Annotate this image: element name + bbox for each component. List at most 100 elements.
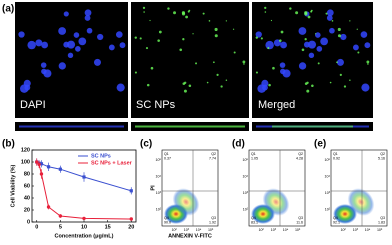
np-signal bbox=[349, 20, 351, 22]
nucleus bbox=[108, 44, 115, 51]
nucleus bbox=[265, 40, 274, 50]
data-point bbox=[46, 205, 51, 209]
quadrant-value: 90.0 bbox=[164, 220, 171, 224]
x-tick-label: 5 bbox=[59, 224, 62, 230]
np-signal bbox=[268, 83, 271, 87]
np-signal bbox=[331, 20, 334, 22]
y-tick-label: 10² bbox=[243, 207, 249, 211]
y-axis-label: PI bbox=[150, 185, 156, 191]
np-signal bbox=[306, 89, 310, 93]
np-signal bbox=[264, 11, 267, 13]
x-tick-label: 10⁵ bbox=[377, 228, 383, 232]
nucleus bbox=[280, 41, 287, 49]
y-tick-label: 10⁵ bbox=[325, 158, 331, 162]
x-tick-label: 10² bbox=[172, 228, 178, 232]
np-signal bbox=[202, 12, 205, 15]
nucleus bbox=[73, 32, 80, 38]
series-line bbox=[36, 161, 132, 220]
nucleus bbox=[315, 32, 321, 38]
x-tick-label: 15 bbox=[105, 224, 111, 230]
y-tick-label: 10⁴ bbox=[324, 174, 330, 178]
nucleus bbox=[273, 39, 281, 47]
caption: Merged bbox=[258, 99, 295, 111]
np-signal bbox=[260, 37, 263, 40]
data-point bbox=[58, 167, 62, 171]
x-tick-label: 10⁵ bbox=[295, 228, 301, 232]
quadrant-value: 92.1 bbox=[333, 220, 340, 224]
quadrant-value: 0.37 bbox=[164, 156, 171, 160]
panel-label: (b) bbox=[2, 139, 15, 150]
np-signal bbox=[145, 47, 149, 50]
density-cloud bbox=[262, 188, 290, 216]
y-tick-label: 60 bbox=[24, 183, 30, 189]
np-signal bbox=[182, 38, 185, 41]
nucleus bbox=[35, 39, 43, 47]
np-signal bbox=[214, 27, 218, 32]
np-signal bbox=[307, 15, 311, 19]
quadrant-value: 0.92 bbox=[333, 156, 340, 160]
nucleus bbox=[63, 11, 69, 17]
quadrant-value: 1.83 bbox=[378, 220, 385, 224]
np-signal bbox=[158, 30, 162, 34]
quadrant-name: Q1 bbox=[333, 152, 338, 156]
quadrant-value: 5.16 bbox=[378, 156, 385, 160]
data-point bbox=[58, 214, 63, 218]
y-tick-label: 10⁵ bbox=[243, 158, 249, 162]
np-signal bbox=[311, 84, 314, 88]
nucleus bbox=[303, 41, 310, 48]
np-signal bbox=[315, 33, 317, 35]
np-signal bbox=[242, 60, 246, 64]
np-signal bbox=[289, 7, 292, 10]
y-tick-label: 10⁵ bbox=[156, 158, 162, 162]
micrograph bbox=[131, 2, 249, 118]
x-tick-label: 10³ bbox=[353, 228, 359, 232]
nucleus bbox=[316, 46, 323, 52]
nucleus bbox=[360, 31, 368, 38]
quadrant-value: 1.05 bbox=[251, 156, 258, 160]
np-signal bbox=[267, 47, 270, 50]
panel-label: (a) bbox=[2, 4, 14, 15]
x-tick-label: 20 bbox=[128, 224, 134, 230]
np-signal bbox=[134, 36, 137, 39]
np-signal bbox=[295, 11, 299, 15]
y-tick-label: 10⁴ bbox=[155, 174, 161, 178]
np-signal bbox=[208, 20, 211, 22]
data-point bbox=[129, 189, 133, 193]
panel-label: (d) bbox=[232, 139, 245, 150]
np-signal bbox=[304, 38, 307, 41]
nucleus bbox=[67, 40, 76, 49]
x-tick-label: 10³ bbox=[184, 228, 190, 232]
x-tick-label: 10² bbox=[259, 228, 265, 232]
x-tick-label: 10³ bbox=[271, 228, 277, 232]
density-cloud bbox=[347, 188, 375, 216]
nucleus bbox=[308, 52, 315, 59]
quadrant-name: Q2 bbox=[298, 152, 303, 156]
np-signal bbox=[146, 83, 150, 87]
data-point bbox=[39, 162, 44, 166]
y-tick-label: 10³ bbox=[325, 191, 331, 195]
quadrant-name: Q4 bbox=[251, 216, 256, 220]
np-signal bbox=[270, 19, 273, 22]
nucleus bbox=[75, 46, 81, 52]
micrograph bbox=[252, 2, 373, 118]
quadrant-name: Q2 bbox=[380, 152, 385, 156]
np-signal bbox=[182, 82, 186, 85]
panel-label: (e) bbox=[314, 139, 326, 150]
np-signal bbox=[220, 85, 223, 88]
data-point bbox=[37, 162, 41, 167]
y-axis-label: Cell Viability (%) bbox=[10, 164, 16, 207]
np-signal bbox=[317, 62, 320, 65]
micrograph bbox=[15, 2, 128, 118]
np-signal bbox=[173, 11, 177, 15]
np-signal bbox=[356, 28, 358, 30]
quadrant-name: Q1 bbox=[251, 152, 256, 156]
legend-label: SC NPs bbox=[91, 153, 111, 159]
nucleus bbox=[43, 69, 52, 78]
nucleus bbox=[84, 9, 92, 17]
nucleus bbox=[58, 62, 66, 70]
np-signal bbox=[339, 73, 342, 76]
nucleus bbox=[282, 69, 291, 78]
z-signal bbox=[272, 125, 353, 128]
quadrant-name: Q4 bbox=[164, 216, 169, 220]
np-signal bbox=[280, 30, 284, 34]
